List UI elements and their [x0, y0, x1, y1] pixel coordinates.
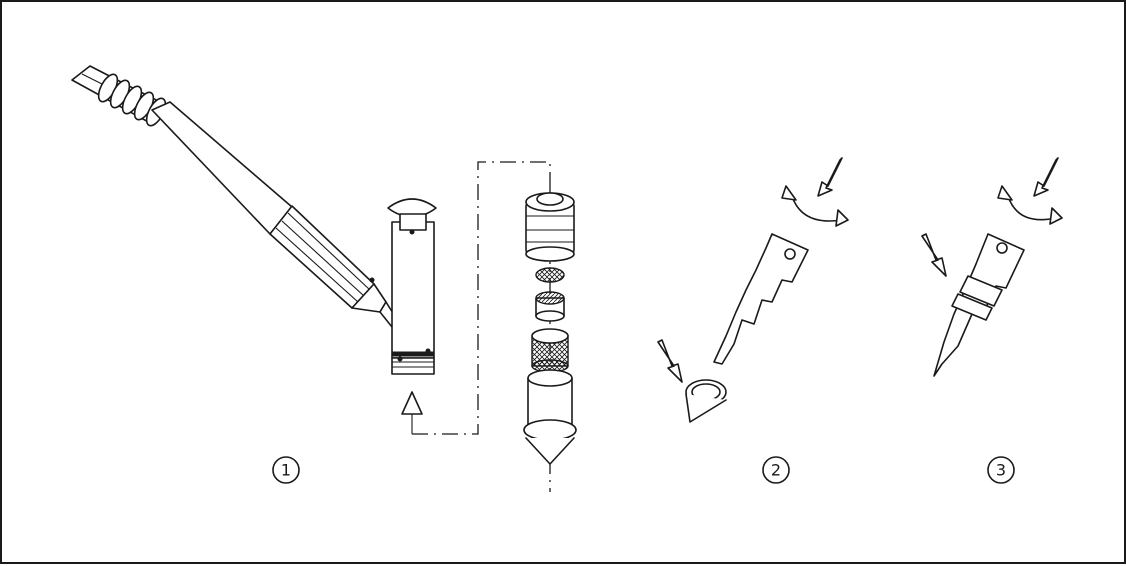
cone-tip-icon	[685, 379, 727, 423]
insert-part-icon	[535, 291, 565, 322]
cap-part-icon	[525, 192, 575, 262]
step-number-1: 1	[281, 461, 291, 480]
step-number-3: 3	[996, 461, 1006, 480]
step-number-2: 2	[771, 461, 781, 480]
step-label-2: 2	[762, 456, 790, 484]
key-tool-icon	[713, 233, 809, 365]
rotate-arrow-icon	[997, 157, 1063, 225]
assembled-tool-icon	[933, 233, 1025, 377]
down-arrow-icon	[921, 233, 947, 277]
spring-coil-icon	[97, 73, 167, 127]
step3-illustration-icon	[921, 157, 1063, 377]
insert-arrow-icon	[401, 391, 423, 434]
step-number-circle-icon	[272, 456, 300, 484]
rotate-arrow-icon	[781, 157, 849, 227]
exploded-parts-icon	[523, 188, 577, 492]
handheld-probe-icon	[71, 65, 437, 434]
filter-disc-icon	[535, 267, 565, 283]
down-arrow-icon	[657, 339, 683, 383]
step-number-circle-icon	[762, 456, 790, 484]
probe-tube-icon	[387, 198, 437, 375]
step-number-circle-icon	[987, 456, 1015, 484]
step-label-3: 3	[987, 456, 1015, 484]
knurled-nut-icon	[531, 328, 569, 373]
step2-illustration-icon	[657, 157, 849, 423]
cone-housing-icon	[523, 369, 577, 465]
grip-icon	[269, 205, 397, 333]
connector-line	[412, 161, 551, 435]
step-label-1: 1	[272, 456, 300, 484]
